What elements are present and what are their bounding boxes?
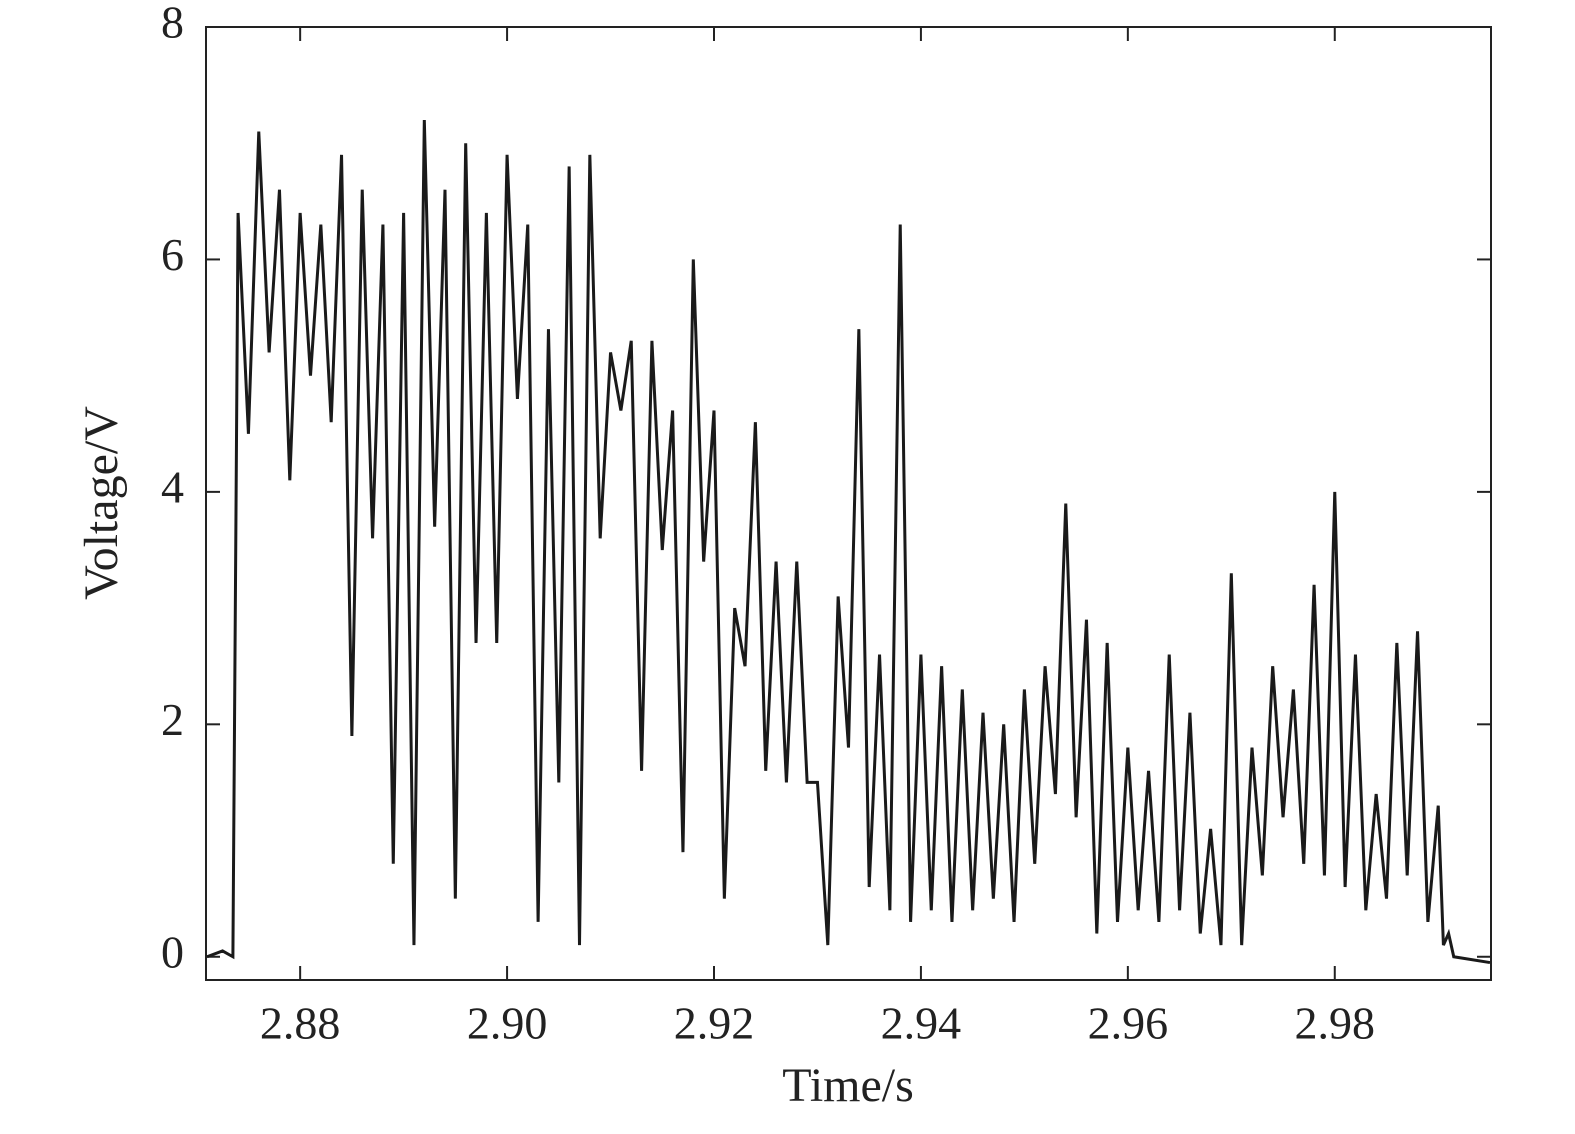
- y-tick-label: 0: [161, 926, 184, 977]
- x-tick-label: 2.94: [881, 998, 962, 1049]
- x-tick-label: 2.98: [1295, 998, 1376, 1049]
- y-tick-label: 4: [161, 461, 184, 512]
- x-tick-label: 2.90: [467, 998, 548, 1049]
- y-tick-label: 8: [161, 0, 184, 48]
- x-tick-label: 2.92: [674, 998, 755, 1049]
- x-tick-label: 2.96: [1088, 998, 1169, 1049]
- y-tick-label: 2: [161, 694, 184, 745]
- y-tick-label: 6: [161, 229, 184, 280]
- data-line: [206, 119, 1491, 965]
- y-axis-label: Voltage/V: [75, 406, 128, 600]
- x-tick-label: 2.88: [260, 998, 341, 1049]
- x-axis-label: Time/s: [782, 1059, 914, 1112]
- plot-frame: [205, 26, 1492, 981]
